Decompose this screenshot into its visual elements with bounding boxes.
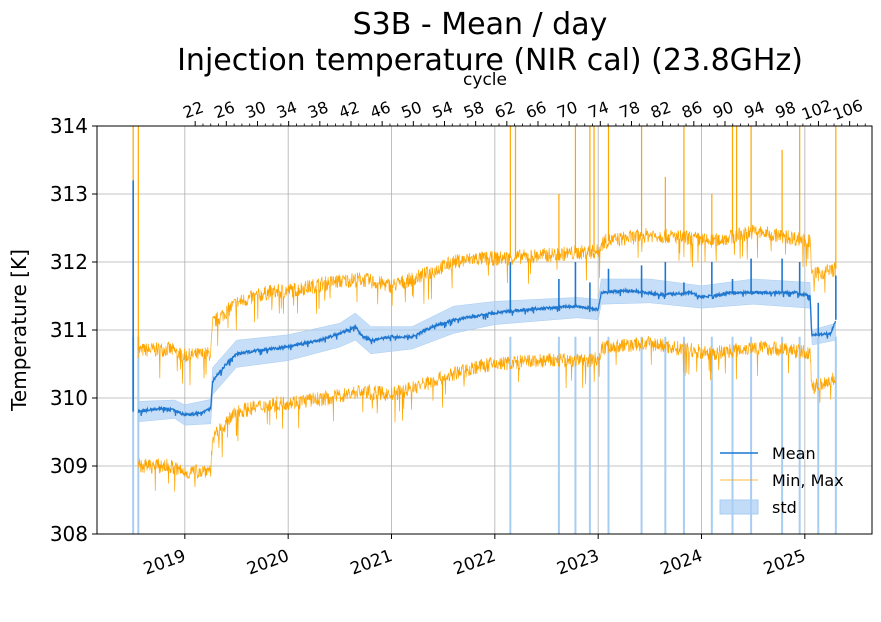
x-tick-label: 2021 (348, 546, 395, 580)
cycle-axis-ticks: 22 26 30 34 38 42 46 50 54 58 62 66 70 74 78 82 86 90 94 98… (180, 96, 866, 126)
legend-entry-label: std (772, 498, 797, 517)
x-tick-label: 2025 (761, 546, 808, 580)
x-axis-ticks: 2019 2020 2021 2022 2023 2024 2025 (141, 534, 809, 580)
x-tick-label: 2024 (658, 546, 705, 580)
chart-subtitle: Injection temperature (NIR cal) (23.8GHz… (177, 43, 803, 78)
cycle-tick-label: 54 (430, 97, 456, 122)
y-tick-label: 311 (50, 318, 88, 342)
cycle-tick-label: 38 (305, 97, 331, 122)
cycle-tick-label: 82 (648, 97, 674, 122)
cycle-tick-label: 58 (461, 97, 487, 122)
y-tick-label: 312 (50, 250, 88, 274)
chart-title: S3B - Mean / day (353, 7, 608, 42)
cycle-tick-label: 34 (274, 97, 300, 122)
x-tick-label: 2019 (141, 546, 188, 580)
cycle-tick-label: 30 (243, 97, 269, 122)
y-tick-label: 314 (50, 114, 88, 138)
x-tick-label: 2023 (554, 546, 601, 580)
max-line (137, 224, 836, 386)
cycle-tick-label: 70 (554, 97, 580, 122)
legend-entry-label: Min, Max (772, 471, 844, 490)
legend-entry-label: Mean (772, 444, 816, 463)
cycle-tick-label: 78 (617, 97, 643, 122)
cycle-tick-label: 22 (180, 97, 206, 122)
cycle-tick-label: 62 (492, 97, 518, 122)
y-tick-label: 308 (50, 522, 88, 546)
cycle-tick-label: 66 (523, 97, 549, 122)
cycle-tick-label: 42 (336, 97, 362, 122)
cycle-axis-label: cycle (463, 70, 507, 90)
cycle-tick-label: 106 (830, 96, 865, 124)
min-line (137, 336, 836, 492)
x-tick-label: 2022 (451, 546, 498, 580)
cycle-tick-label: 50 (399, 97, 425, 122)
y-axis-ticks: 308 309 310 311 312 313 314 (50, 114, 97, 546)
y-tick-label: 310 (50, 386, 88, 410)
x-tick-label: 2020 (244, 546, 291, 580)
legend-std-swatch (719, 499, 759, 515)
cycle-tick-label: 74 (586, 97, 612, 122)
cycle-tick-label: 102 (799, 96, 834, 124)
legend: Mean Min, Max std (719, 444, 844, 517)
mean-series-line (137, 287, 837, 417)
cycle-tick-label: 46 (367, 97, 393, 122)
cycle-tick-label: 90 (710, 97, 736, 122)
cycle-tick-label: 26 (212, 97, 238, 122)
y-tick-label: 309 (50, 454, 88, 478)
y-axis-label: Temperature [K] (7, 249, 31, 412)
cycle-tick-label: 86 (679, 97, 705, 122)
mean-line (132, 180, 837, 417)
min-max-lines (132, 126, 837, 492)
cycle-tick-label: 98 (773, 97, 799, 122)
cycle-tick-label: 94 (741, 97, 767, 122)
grid-lines (97, 126, 872, 534)
y-tick-label: 313 (50, 182, 88, 206)
